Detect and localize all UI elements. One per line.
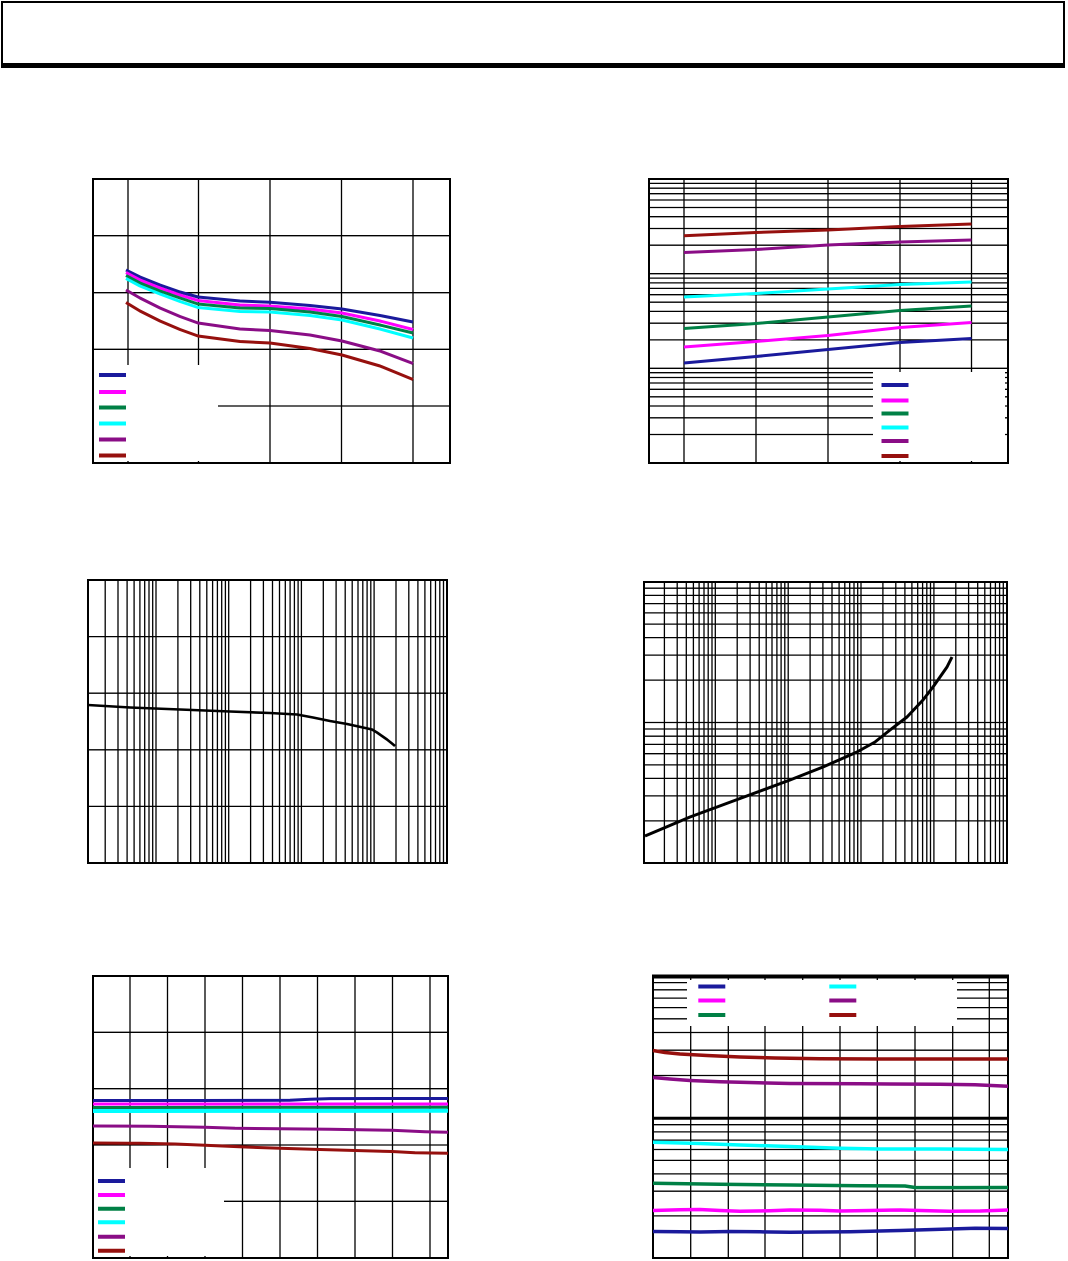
series-darkred-line — [652, 1048, 1008, 1061]
series-group — [683, 222, 972, 365]
legend — [698, 984, 857, 1017]
header-box — [1, 1, 1065, 68]
plot-border — [643, 581, 1008, 864]
legend-box — [687, 980, 957, 1026]
series-darkred-line — [92, 1141, 449, 1155]
chart-bottom-left — [92, 975, 449, 1259]
chart-bottom-right — [652, 974, 1009, 1259]
series-group — [644, 656, 954, 838]
series-green-line — [652, 1181, 1009, 1190]
chart-middle-right — [643, 581, 1008, 864]
series-black-line — [87, 703, 396, 747]
chart-middle-left — [87, 579, 448, 864]
chart-top-left — [92, 178, 451, 464]
series-cyan-line — [683, 280, 972, 299]
series-purple-line — [125, 288, 414, 365]
grid-x — [104, 580, 445, 863]
series-black-line — [644, 656, 954, 838]
plot-border — [92, 178, 451, 464]
series-purple-line — [92, 1124, 449, 1134]
series-navy-line — [93, 1097, 449, 1102]
legend — [99, 373, 126, 458]
legend — [881, 383, 909, 458]
legend-box — [94, 365, 218, 461]
series-navy-line — [683, 337, 972, 365]
series-magenta-line — [125, 271, 414, 331]
chart-top-right — [648, 178, 1009, 464]
series-group — [87, 703, 396, 747]
series-group — [125, 268, 414, 381]
series-cyan-line — [125, 277, 414, 340]
series-purple-line — [652, 1075, 1009, 1089]
series-navy-line — [125, 268, 414, 324]
series-navy-line — [652, 1226, 1009, 1235]
legend — [98, 1179, 125, 1253]
grid-y — [88, 635, 447, 808]
series-group — [652, 1048, 1009, 1235]
plot-border — [92, 975, 449, 1259]
series-darkred-line — [125, 301, 414, 381]
plot-border — [87, 579, 448, 864]
series-green-line — [683, 304, 972, 330]
series-magenta-line — [683, 321, 972, 349]
series-purple-line — [683, 238, 972, 254]
series-darkred-line — [683, 222, 972, 238]
series-green-line — [125, 274, 414, 335]
series-group — [92, 1097, 449, 1155]
series-magenta-line — [652, 1207, 1009, 1214]
series-cyan-line — [652, 1140, 1009, 1152]
grid-y — [644, 587, 1007, 822]
plot-border — [648, 178, 1009, 464]
